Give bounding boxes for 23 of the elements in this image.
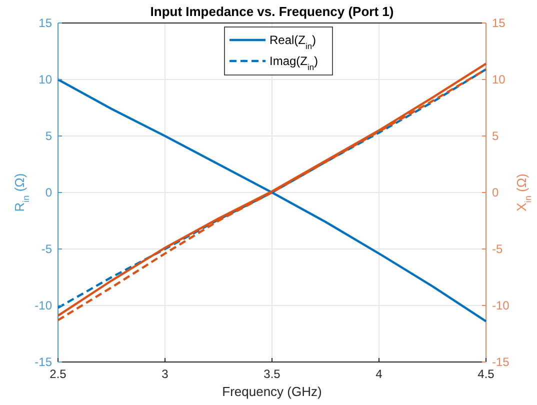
x-tick-label: 4 [376, 367, 383, 381]
y-tick-label: -5 [41, 242, 52, 256]
y2-tick-label: 10 [492, 72, 506, 86]
x-tick-label: 3.5 [264, 367, 281, 381]
legend-label: Imag(Z$_{in}$) [270, 54, 318, 72]
chart-title: Input Impedance vs. Frequency (Port 1) [150, 4, 394, 19]
x-axis-title: Frequency (GHz) [222, 384, 322, 399]
y-tick-label: 0 [45, 186, 52, 200]
y2-tick-label: 15 [492, 16, 506, 30]
y2-tick-label: 0 [492, 186, 499, 200]
y2-tick-label: -15 [492, 355, 510, 369]
y-tick-label: 5 [45, 129, 52, 143]
y-tick-label: -15 [34, 355, 52, 369]
y2-tick-label: -5 [492, 242, 503, 256]
x-tick-label: 4.5 [478, 367, 495, 381]
y-tick-label: 15 [38, 16, 52, 30]
y2-tick-label: 5 [492, 129, 499, 143]
x-tick-label: 3 [162, 367, 169, 381]
y2-tick-label: -10 [492, 298, 510, 312]
legend-label: Real(Z$_{in}$) [270, 33, 316, 51]
x-tick-label: 2.5 [50, 367, 67, 381]
y-tick-label: -10 [34, 298, 52, 312]
y-tick-label: 10 [38, 72, 52, 86]
